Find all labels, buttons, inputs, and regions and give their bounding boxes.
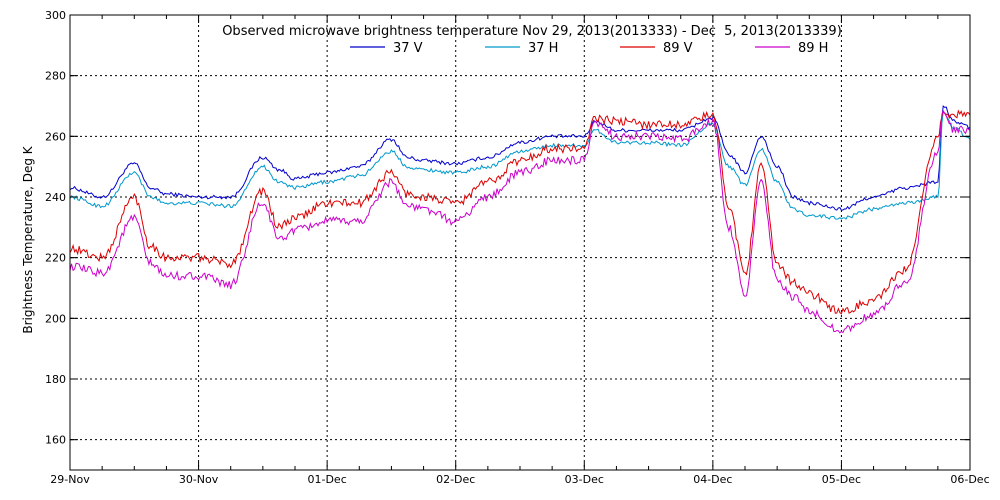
y-tick-label: 160: [45, 434, 66, 447]
y-tick-label: 280: [45, 70, 66, 83]
y-tick-label: 220: [45, 252, 66, 265]
y-tick-label: 300: [45, 9, 66, 22]
y-tick-labels: 160 180 200 220 240 260 280 300: [45, 9, 66, 447]
x-tick-label: 05-Dec: [822, 473, 861, 486]
x-tick-label: 04-Dec: [693, 473, 732, 486]
x-tick-label: 03-Dec: [565, 473, 604, 486]
grid-lines: [70, 15, 970, 470]
legend-label: 37 H: [528, 41, 558, 56]
legend-label: 89 H: [798, 41, 828, 56]
series-line-89-h: [69, 109, 971, 334]
x-tick-label: 01-Dec: [308, 473, 347, 486]
axis-ticks: [69, 14, 971, 470]
y-tick-label: 180: [45, 373, 66, 386]
y-tick-label: 240: [45, 191, 66, 204]
chart-title: Observed microwave brightness temperatur…: [222, 24, 842, 39]
y-tick-label: 260: [45, 130, 66, 143]
series-layer: [69, 105, 971, 334]
x-tick-label: 02-Dec: [436, 473, 475, 486]
x-tick-labels: 29-Nov 30-Nov 01-Dec 02-Dec 03-Dec 04-Dec 05-D…: [50, 473, 989, 486]
y-tick-label: 200: [45, 312, 66, 325]
x-tick-label: 29-Nov: [50, 473, 90, 486]
series-line-89-v: [69, 109, 971, 315]
x-tick-label: 06-Dec: [950, 473, 989, 486]
legend-label: 89 V: [663, 41, 693, 56]
y-axis-label: Brightness Temperature, Deg K: [21, 145, 35, 333]
legend-label: 37 V: [393, 41, 423, 56]
x-tick-label: 30-Nov: [179, 473, 219, 486]
legend: 37 V 37 H 89 V 89 H: [350, 41, 828, 56]
plot-frame: [69, 14, 971, 471]
series-line-37-h: [69, 111, 971, 220]
series-line-37-v: [69, 105, 971, 211]
